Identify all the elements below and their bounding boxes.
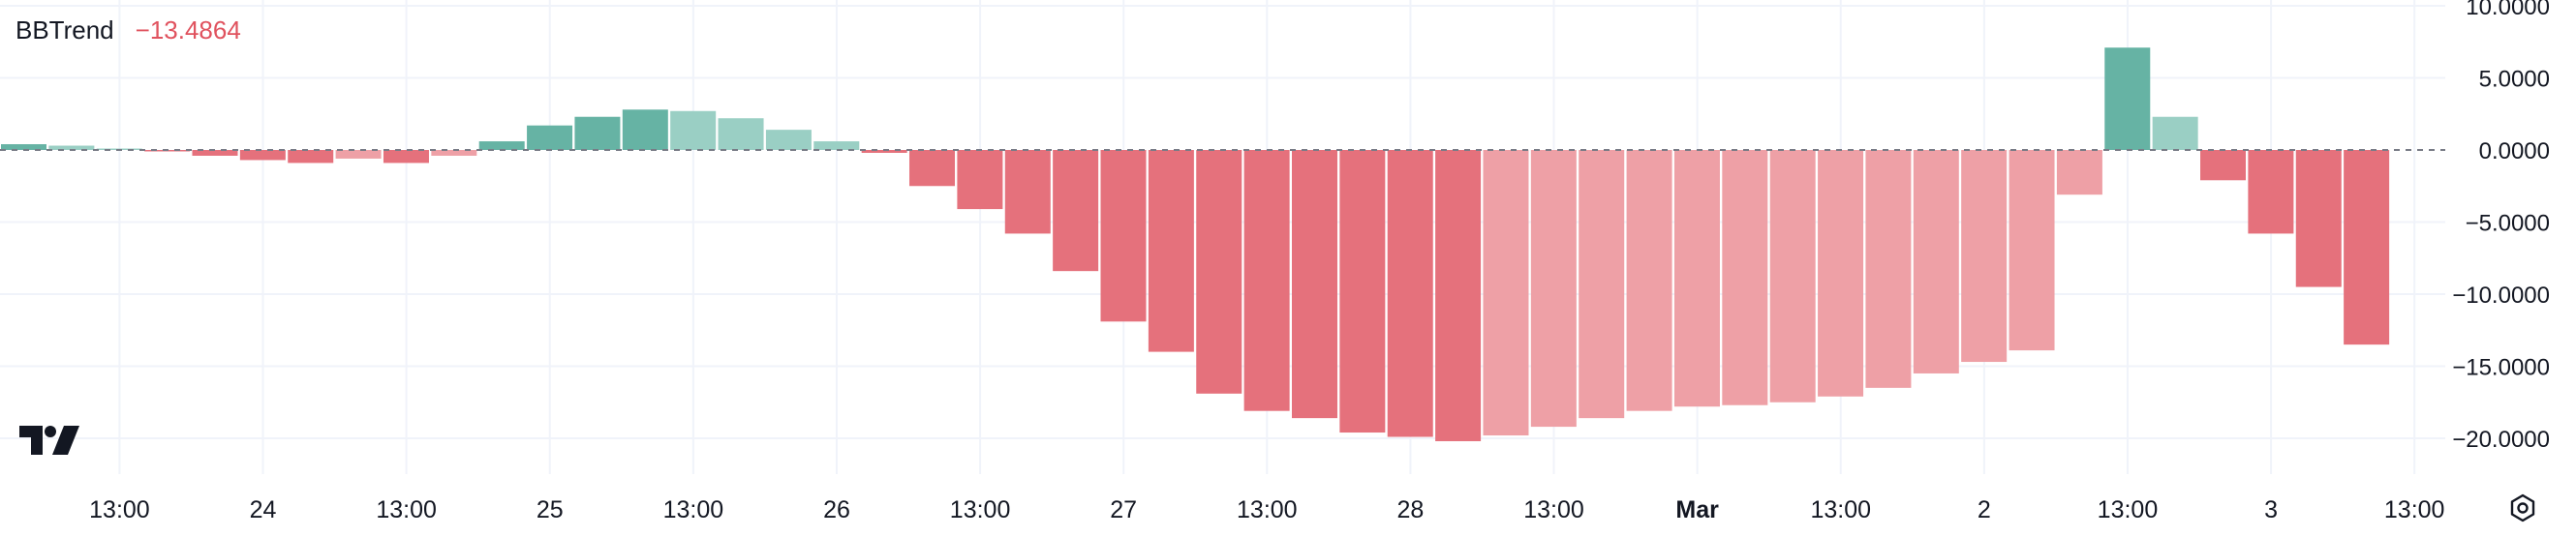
x-tick-label: 25 [537,496,564,523]
bars-layer [1,47,2390,441]
x-tick-label: 13:00 [2098,496,2159,523]
histogram-bar [1004,150,1051,234]
histogram-bar [2056,150,2102,195]
x-tick-label: Mar [1675,496,1719,523]
x-tick-label: 26 [823,496,850,523]
histogram-bar [1387,150,1433,437]
histogram-bar [239,150,286,161]
histogram-bar [2248,150,2294,234]
tradingview-logo-icon[interactable] [19,426,79,460]
tradingview-logo-glyph [19,426,79,455]
histogram-bar [1579,150,1625,419]
histogram-bar [1913,150,1959,373]
histogram-bar [478,141,525,150]
histogram-bar [1148,150,1194,352]
histogram-bar [48,145,95,150]
x-tick-label: 27 [1110,496,1137,523]
histogram-bar [1530,150,1577,428]
x-tick-label: 24 [250,496,277,523]
y-tick-label: −20.0000 [2452,427,2550,453]
histogram-bar [861,150,907,153]
histogram-bar [2200,150,2247,181]
histogram-bar [1291,150,1337,419]
settings-gear-glyph [2510,493,2535,522]
histogram-bar [1769,150,1816,403]
x-tick-label: 13:00 [89,496,150,523]
histogram-bar [2344,150,2390,345]
histogram-bar [2009,150,2055,351]
indicator-value: −13.4864 [135,15,241,45]
histogram-bar [1243,150,1290,411]
histogram-bar [1339,150,1386,433]
histogram-bar [527,125,573,150]
histogram-bar [2152,116,2198,150]
y-tick-label: −5.0000 [2466,211,2550,237]
histogram-bar [1196,150,1242,394]
histogram-bar [622,109,668,150]
histogram-bar [718,118,764,150]
histogram-bar [192,150,238,156]
x-tick-label: 13:00 [950,496,1011,523]
x-tick-label: 3 [2264,496,2278,523]
histogram-bar [957,150,1003,210]
x-tick-label: 13:00 [1237,496,1298,523]
y-tick-label: −15.0000 [2452,355,2550,381]
x-axis[interactable]: 13:00 24 13:00 25 13:00 26 13:00 27 13:00 28 13:00… [89,496,2444,523]
settings-gear-icon[interactable] [2508,493,2537,527]
x-tick-label: 13:00 [1523,496,1584,523]
x-tick-label: 2 [1978,496,1991,523]
histogram-bar [1,144,46,150]
histogram-bar [2104,47,2151,150]
histogram-bar [1961,150,2008,363]
y-tick-label: 5.0000 [2479,67,2550,93]
histogram-bar [1673,150,1720,407]
y-axis[interactable]: 10.0000 5.0000 0.0000 −5.0000 −10.0000 −15.00… [2452,0,2550,453]
histogram-bar [1053,150,1099,272]
histogram-bar [909,150,956,187]
x-tick-label: 28 [1397,496,1425,523]
histogram-bar [288,150,334,164]
histogram-bar [813,141,860,150]
histogram-bar [1483,150,1529,436]
histogram-bar [574,116,621,150]
histogram-bar [1722,150,1768,405]
y-tick-label: 10.0000 [2466,0,2550,20]
histogram-bar [431,150,477,156]
histogram-bar [1435,150,1482,441]
histogram-bar [1626,150,1672,411]
histogram-bar [670,110,717,150]
x-tick-label: 13:00 [376,496,437,523]
histogram-bar [1865,150,1912,388]
histogram-bar [335,150,382,159]
x-tick-label: 13:00 [2384,496,2445,523]
histogram-bar [765,130,812,150]
x-tick-label: 13:00 [663,496,724,523]
indicator-name[interactable]: BBTrend [15,15,114,45]
histogram-bar [383,150,429,164]
y-tick-label: 0.0000 [2479,138,2550,164]
histogram-bar [1100,150,1147,322]
y-tick-label: −10.0000 [2452,283,2550,309]
histogram-bar [2295,150,2342,287]
x-tick-label: 13:00 [1810,496,1871,523]
histogram-bar [1818,150,1864,397]
indicator-legend[interactable]: BBTrend −13.4864 [15,14,241,46]
